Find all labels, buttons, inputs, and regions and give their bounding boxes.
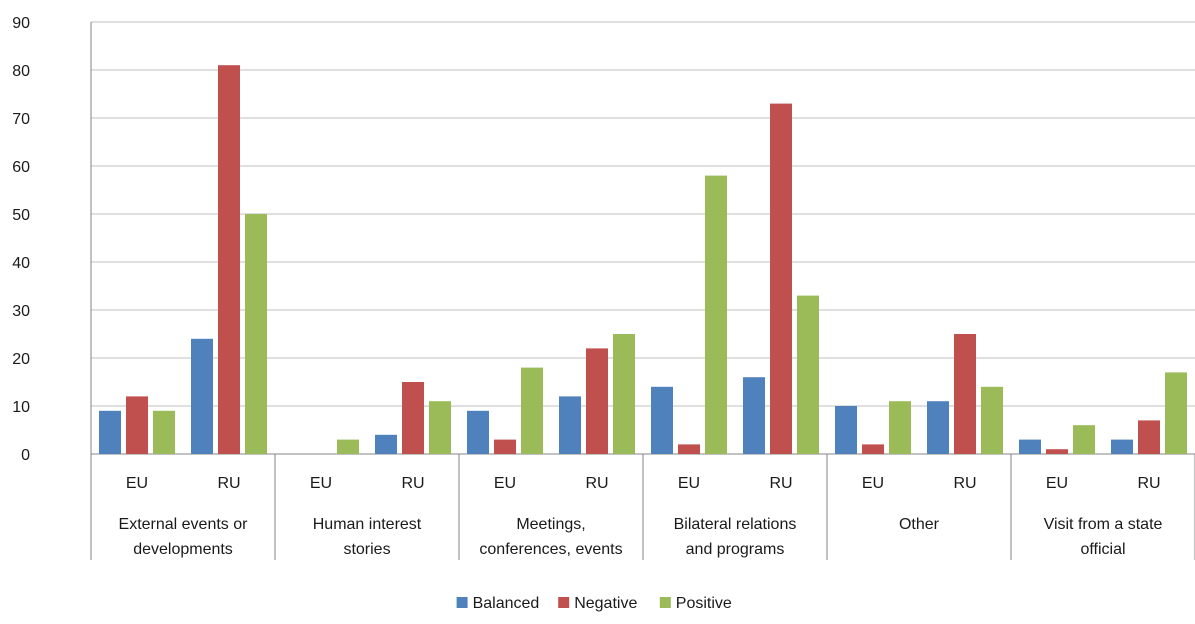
x-subcategory-label: EU bbox=[494, 475, 516, 492]
x-subcategory-label: RU bbox=[401, 475, 424, 492]
bar-balanced bbox=[1111, 439, 1133, 454]
x-group-label: Human interest bbox=[313, 516, 422, 533]
y-tick-label: 60 bbox=[12, 159, 30, 176]
bar-positive bbox=[981, 386, 1003, 454]
legend-swatch-positive bbox=[659, 597, 671, 608]
bar-balanced bbox=[375, 434, 397, 454]
legend-swatch-balanced bbox=[456, 597, 468, 608]
bar-negative bbox=[494, 439, 516, 454]
bar-negative bbox=[1046, 449, 1068, 454]
bar-positive bbox=[797, 295, 819, 454]
y-tick-label: 20 bbox=[12, 351, 30, 368]
bar-negative bbox=[862, 444, 884, 454]
bar-positive bbox=[1165, 372, 1187, 454]
bar-balanced bbox=[467, 410, 489, 454]
y-tick-label: 90 bbox=[12, 15, 30, 32]
x-subcategory-label: EU bbox=[310, 475, 332, 492]
bar-negative bbox=[586, 348, 608, 454]
x-subcategory-label: EU bbox=[862, 475, 884, 492]
bar-positive bbox=[521, 367, 543, 454]
bar-positive bbox=[889, 401, 911, 454]
bar-positive bbox=[429, 401, 451, 454]
x-group-label: stories bbox=[343, 541, 390, 558]
bar-positive bbox=[1073, 425, 1095, 454]
legend-swatch-negative bbox=[558, 597, 570, 608]
legend-label-positive: Positive bbox=[676, 595, 732, 612]
y-tick-label: 40 bbox=[12, 255, 30, 272]
x-subcategory-label: EU bbox=[126, 475, 148, 492]
bar-positive bbox=[613, 334, 635, 454]
x-group-label: Bilateral relations bbox=[674, 516, 797, 533]
bar-balanced bbox=[927, 401, 949, 454]
x-subcategory-label: RU bbox=[585, 475, 608, 492]
x-subcategory-label: RU bbox=[953, 475, 976, 492]
bar-balanced bbox=[743, 377, 765, 454]
y-tick-label: 50 bbox=[12, 207, 30, 224]
bar-negative bbox=[218, 65, 240, 454]
bar-balanced bbox=[651, 386, 673, 454]
x-group-label: Other bbox=[899, 516, 940, 533]
y-tick-label: 0 bbox=[21, 447, 30, 464]
bar-positive bbox=[337, 439, 359, 454]
legend-label-negative: Negative bbox=[574, 595, 637, 612]
bar-balanced bbox=[835, 406, 857, 454]
y-tick-label: 80 bbox=[12, 63, 30, 80]
bar-positive bbox=[245, 214, 267, 454]
x-group-label: Visit from a state bbox=[1044, 516, 1163, 533]
bar-balanced bbox=[1019, 439, 1041, 454]
x-group-label: External events or bbox=[119, 516, 249, 533]
bar-negative bbox=[126, 396, 148, 454]
y-tick-label: 30 bbox=[12, 303, 30, 320]
x-group-label: official bbox=[1080, 541, 1125, 558]
x-group-label: developments bbox=[133, 541, 233, 558]
bar-negative bbox=[402, 382, 424, 454]
x-group-label: Meetings, bbox=[516, 516, 585, 533]
legend-label-balanced: Balanced bbox=[473, 595, 540, 612]
bar-balanced bbox=[99, 410, 121, 454]
x-subcategory-label: RU bbox=[217, 475, 240, 492]
x-subcategory-label: RU bbox=[1137, 475, 1160, 492]
bar-negative bbox=[678, 444, 700, 454]
bar-negative bbox=[1138, 420, 1160, 454]
bar-balanced bbox=[191, 338, 213, 454]
bar-negative bbox=[770, 103, 792, 454]
x-subcategory-label: EU bbox=[678, 475, 700, 492]
bar-positive bbox=[153, 410, 175, 454]
bar-balanced bbox=[559, 396, 581, 454]
bar-negative bbox=[954, 334, 976, 454]
x-subcategory-label: RU bbox=[769, 475, 792, 492]
y-tick-label: 10 bbox=[12, 399, 30, 416]
x-group-label: conferences, events bbox=[479, 541, 622, 558]
x-subcategory-label: EU bbox=[1046, 475, 1068, 492]
bar-positive bbox=[705, 175, 727, 454]
y-tick-label: 70 bbox=[12, 111, 30, 128]
x-group-label: and programs bbox=[686, 541, 785, 558]
